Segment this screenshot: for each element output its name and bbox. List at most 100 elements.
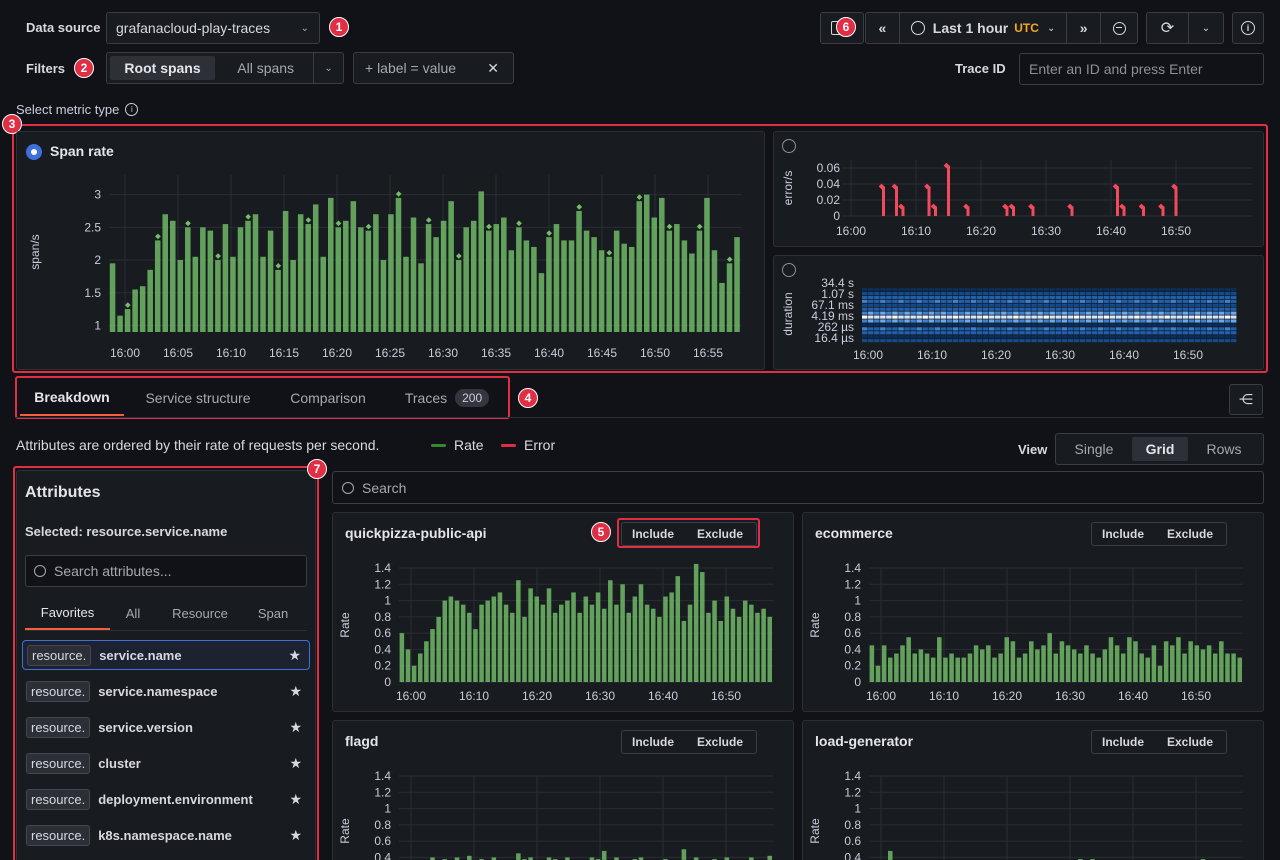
heatmap-cell	[868, 323, 874, 327]
data-bar	[687, 604, 693, 682]
heatmap-cell	[1049, 315, 1055, 319]
trace-id-input[interactable]: Enter an ID and press Enter	[1019, 53, 1264, 85]
attribute-item[interactable]: resource. service.version ★	[22, 712, 310, 742]
star-icon[interactable]: ★	[289, 790, 302, 807]
include-button[interactable]: Include	[631, 527, 674, 541]
include-button[interactable]: Include	[631, 735, 674, 749]
attribute-item[interactable]: resource. k8s.namespace.name ★	[22, 820, 310, 850]
time-range-picker[interactable]: Last 1 hour UTC ⌄	[900, 13, 1068, 43]
datasource-picker[interactable]: grafanacloud-play-traces ⌄	[106, 12, 320, 44]
duration-panel[interactable]: 34.4 s 1.07 s 67.1 ms 4.19 ms 262 µs 16.4 µs 1…	[773, 255, 1264, 370]
attribute-item[interactable]: resource. service.name ★	[22, 640, 310, 670]
heatmap-cell	[1073, 303, 1080, 307]
heatmap-cell	[958, 295, 965, 299]
error-rate-radio[interactable]	[782, 139, 796, 153]
heatmap-cell	[892, 307, 898, 311]
data-bar	[1116, 186, 1119, 216]
exclude-button[interactable]: Exclude	[1166, 735, 1214, 749]
close-icon[interactable]: ✕	[487, 59, 499, 76]
heatmap-cell	[1200, 288, 1207, 292]
heatmap-cell	[1200, 323, 1207, 327]
heatmap-cell	[1230, 323, 1237, 327]
attribute-item[interactable]: resource. deployment.environment ★	[22, 784, 310, 814]
attribute-tab-favorites[interactable]: Favorites	[25, 596, 110, 630]
heatmap-cell	[922, 288, 928, 292]
exclude-button[interactable]: Exclude	[696, 527, 744, 541]
tab-traces[interactable]: Traces 200	[392, 380, 502, 416]
star-icon[interactable]: ★	[289, 718, 302, 735]
attributes-search-input[interactable]: Search attributes...	[25, 555, 307, 587]
time-shift-forward-button[interactable]: »	[1067, 13, 1102, 43]
root-spans-option[interactable]: Root spans	[110, 56, 216, 80]
time-shift-back-button[interactable]: «	[866, 13, 900, 43]
heatmap-cell	[1170, 291, 1176, 296]
duration-radio[interactable]	[782, 263, 796, 277]
tab-service-structure[interactable]: Service structure	[132, 380, 264, 416]
data-bar	[411, 665, 417, 682]
heatmap-cell	[964, 323, 971, 327]
heatmap-cell	[910, 288, 916, 292]
star-icon[interactable]: ★	[289, 754, 302, 771]
y-tick-label: 0	[384, 675, 391, 689]
heatmap-cell	[1001, 299, 1007, 303]
data-point	[365, 223, 372, 230]
zoom-out-button[interactable]	[1101, 13, 1137, 43]
data-bar	[1102, 649, 1108, 682]
refresh-button[interactable]: ⟳	[1147, 13, 1189, 43]
y-tick-label: 0.6	[844, 626, 861, 640]
refresh-interval-dropdown[interactable]: ⌄	[1189, 13, 1223, 43]
heatmap-cell	[995, 319, 1001, 323]
breakdown-search-input[interactable]: Search	[332, 471, 1264, 504]
heatmap-cell	[1043, 307, 1049, 311]
view-rows[interactable]: Rows	[1206, 441, 1242, 457]
heatmap-cell	[1109, 291, 1116, 296]
attribute-tab-span[interactable]: Span	[248, 596, 298, 630]
view-single[interactable]: Single	[1074, 441, 1114, 457]
heatmap-cell	[1182, 288, 1189, 292]
label-filter-input[interactable]: + label = value ✕	[353, 52, 514, 84]
heatmap-cell	[995, 339, 1001, 343]
share-button[interactable]: ⋲	[1229, 384, 1263, 415]
exclude-button[interactable]: Exclude	[696, 735, 744, 749]
heatmap-cell	[940, 307, 947, 311]
all-spans-option[interactable]: All spans	[237, 60, 295, 76]
attribute-tab-all[interactable]: All	[112, 596, 154, 630]
span-rate-panel[interactable]: Span rate 1 1.5 2 2.5 3 16:00 16:05 16:10 16:15 1…	[16, 131, 765, 370]
star-icon[interactable]: ★	[289, 682, 302, 699]
tab-comparison[interactable]: Comparison	[278, 380, 378, 416]
heatmap-cell	[1206, 339, 1213, 343]
data-bar	[628, 246, 635, 332]
span-scope-dropdown[interactable]: ⌄	[313, 53, 343, 83]
view-grid[interactable]: Grid	[1132, 437, 1188, 461]
attribute-item[interactable]: resource. cluster ★	[22, 748, 310, 778]
exclude-button[interactable]: Exclude	[1166, 527, 1214, 541]
heatmap-cell	[970, 299, 977, 303]
include-button[interactable]: Include	[1101, 527, 1144, 541]
data-bar	[117, 315, 123, 332]
tab-breakdown[interactable]: Breakdown	[20, 380, 124, 416]
attribute-item[interactable]: resource. service.namespace ★	[22, 676, 310, 706]
y-tick-label: 1.4	[374, 561, 391, 575]
heatmap-cell	[940, 288, 947, 292]
heatmap-cell	[862, 335, 868, 339]
data-bar	[1070, 206, 1074, 216]
heatmap-cell	[916, 295, 922, 299]
data-bar	[638, 857, 644, 860]
include-button[interactable]: Include	[1101, 735, 1144, 749]
heatmap-cell	[1116, 299, 1122, 303]
star-icon[interactable]: ★	[288, 646, 301, 663]
data-point	[1119, 203, 1125, 210]
attribute-tab-resource[interactable]: Resource	[162, 596, 238, 630]
star-icon[interactable]: ★	[289, 826, 302, 843]
data-bar	[621, 243, 627, 332]
span-rate-radio[interactable]	[26, 144, 42, 160]
heatmap-cell	[1206, 295, 1213, 299]
heatmap-cell	[1103, 288, 1110, 292]
heatmap-cell	[1067, 299, 1074, 303]
heatmap-cell	[1152, 311, 1158, 315]
info-button[interactable]: i	[1232, 12, 1264, 44]
heatmap-cell	[1073, 339, 1080, 343]
error-rate-panel[interactable]: 0 0.02 0.04 0.06 16:00 16:10 16:20 16:30 16:40 16…	[773, 131, 1264, 247]
heatmap-cell	[928, 291, 934, 296]
tab-comparison-label: Comparison	[290, 390, 366, 406]
